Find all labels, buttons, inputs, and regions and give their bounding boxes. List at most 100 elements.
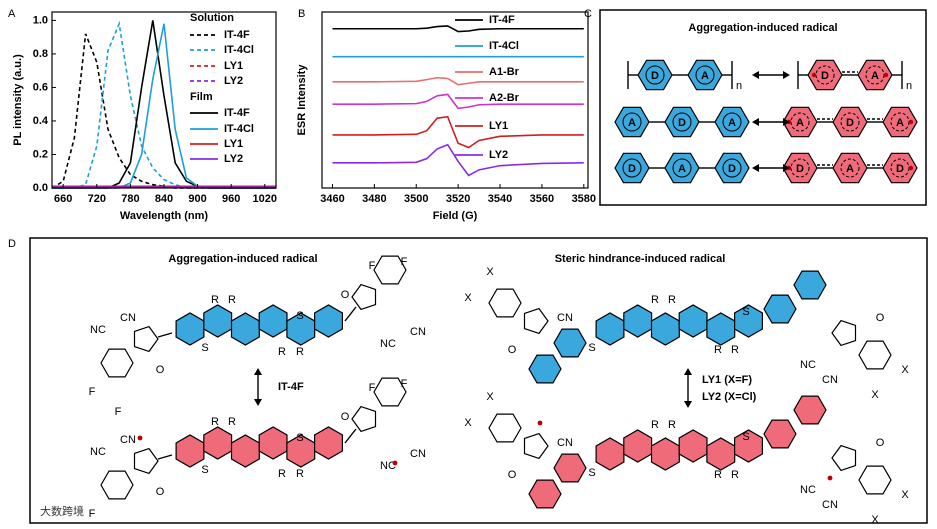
panel-title: Aggregation-induced radical	[688, 22, 837, 34]
ring-inner	[815, 65, 835, 85]
bond	[344, 306, 357, 322]
panel-label: B	[298, 8, 305, 20]
panel-label: C	[584, 8, 592, 20]
atom-label: O	[508, 469, 517, 481]
data-line	[52, 20, 276, 189]
ring-inner	[695, 65, 715, 85]
atom-label: R	[228, 416, 236, 428]
unit-letter: D	[678, 117, 686, 129]
atom-label: R	[668, 419, 676, 431]
unit-letter: A	[628, 117, 636, 129]
legend-label: LY1	[489, 120, 508, 132]
ring	[373, 377, 407, 407]
atom-label: R	[731, 469, 739, 481]
ring	[664, 152, 700, 184]
atom-label: R	[651, 294, 659, 306]
data-line	[332, 76, 584, 86]
unit-letter: D	[728, 163, 736, 175]
atom-label: X	[871, 514, 879, 526]
radical-dot	[137, 435, 143, 441]
x-tick-label: 960	[222, 193, 240, 205]
radical-dot	[537, 420, 543, 426]
ring	[733, 304, 764, 338]
atom-label: CN	[557, 312, 573, 324]
atom-label: S	[201, 464, 208, 476]
data-line	[332, 115, 584, 149]
data-line	[332, 93, 584, 110]
atom-label: R	[296, 346, 304, 358]
radical-dot	[392, 460, 398, 466]
unit-letter: A	[896, 117, 904, 129]
panel-label: D	[8, 238, 16, 250]
atom-label: CN	[120, 312, 136, 324]
atom-label: F	[89, 508, 96, 520]
x-tick-label: 780	[121, 193, 139, 205]
panel-title: Steric hindrance-induced radical	[555, 253, 726, 265]
bond	[344, 428, 357, 444]
ring-inner	[722, 158, 742, 178]
x-tick-label: 3520	[446, 193, 470, 205]
ring	[623, 304, 653, 338]
x-tick-label: 3560	[530, 193, 554, 205]
ring	[733, 429, 764, 463]
x-tick-label: 660	[54, 193, 72, 205]
ring	[488, 413, 522, 443]
radical-dot	[827, 475, 833, 481]
atom-label: CN	[822, 499, 838, 511]
y-axis-label: ESR Intensity	[296, 64, 308, 136]
ring-inner	[840, 112, 860, 132]
unit-letter: D	[651, 70, 659, 82]
legend-label: IT-4Cl	[224, 123, 254, 135]
arrow-head	[783, 118, 790, 126]
atom-label: R	[296, 468, 304, 480]
unit-letter: A	[701, 70, 709, 82]
ring	[528, 479, 562, 509]
panel-frame	[29, 237, 928, 524]
legend-header: Solution	[190, 12, 234, 24]
legend-label: A1-Br	[489, 66, 520, 78]
ring	[793, 395, 827, 425]
arrow-head	[684, 401, 692, 408]
ring	[614, 152, 650, 184]
ring	[523, 307, 549, 335]
legend-label: LY1	[224, 138, 243, 150]
ring-inner	[672, 112, 692, 132]
ring	[523, 432, 549, 460]
arrow-head	[254, 399, 262, 406]
y-tick-label: 1.0	[33, 14, 48, 26]
unit-letter: A	[678, 163, 686, 175]
atom-label: S	[588, 467, 595, 479]
arrow-head	[752, 118, 759, 126]
x-tick-label: 3540	[488, 193, 512, 205]
unit-letter: A	[871, 70, 879, 82]
atom-label: S	[201, 342, 208, 354]
atom-label: R	[668, 294, 676, 306]
legend-label: IT-4F	[224, 29, 250, 41]
atom-label: R	[278, 346, 286, 358]
atom-label: F	[401, 256, 408, 268]
ring	[553, 453, 587, 483]
atom-label: S	[742, 306, 749, 318]
ring	[763, 294, 797, 324]
x-axis-label: Wavelength (nm)	[120, 210, 209, 222]
ring	[133, 447, 159, 475]
legend-label: IT-4F	[224, 107, 250, 119]
ring	[203, 426, 233, 460]
ring	[351, 405, 377, 433]
atom-label: X	[486, 391, 494, 403]
unit-letter: D	[846, 117, 854, 129]
y-tick-label: 0.4	[33, 115, 49, 127]
repeat-n: n	[906, 80, 912, 92]
ring	[882, 152, 918, 184]
atom-label: R	[211, 416, 219, 428]
ring-inner	[790, 112, 810, 132]
ring	[373, 255, 407, 285]
axis-frame	[321, 11, 589, 189]
atom-label: X	[901, 489, 909, 501]
atom-label: NC	[800, 484, 816, 496]
x-tick-label: 3480	[362, 193, 386, 205]
x-tick-label: 3460	[320, 193, 344, 205]
atom-label: CN	[822, 374, 838, 386]
